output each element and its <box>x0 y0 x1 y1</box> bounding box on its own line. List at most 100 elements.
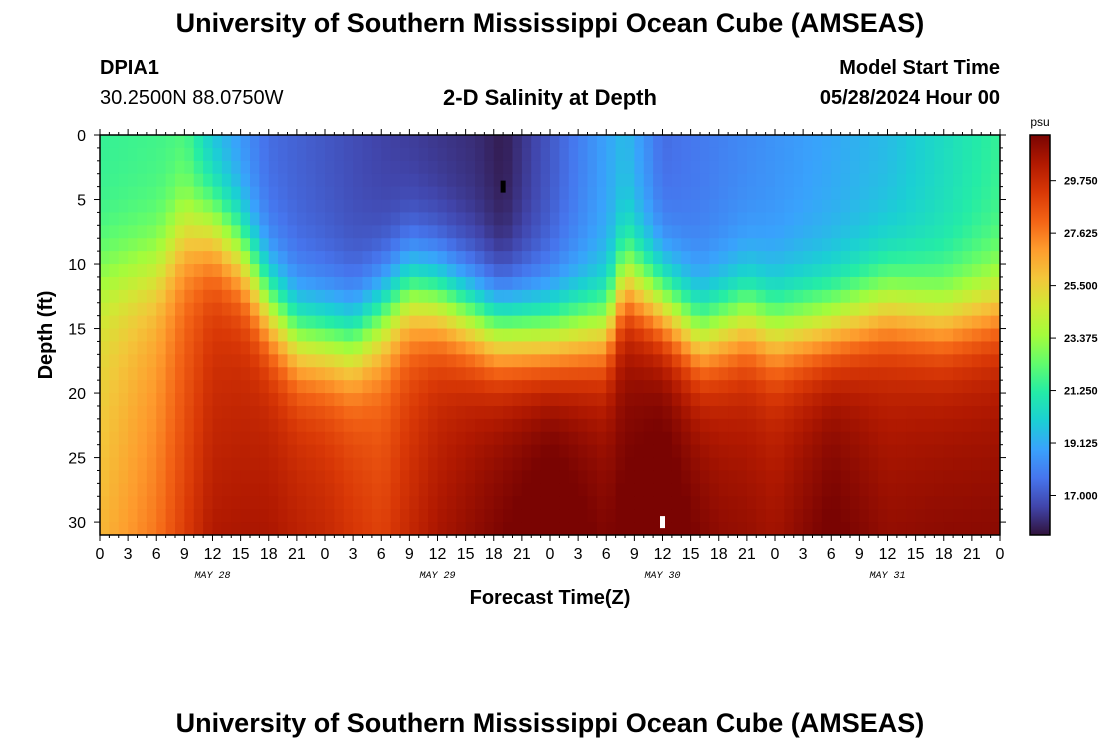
heatmap-cell <box>550 457 560 472</box>
heatmap-cell <box>606 315 617 330</box>
heatmap-cell <box>165 393 176 407</box>
heatmap-cell <box>137 393 148 407</box>
heatmap-cell <box>568 160 579 175</box>
heatmap-cell <box>887 289 898 304</box>
heatmap-cell <box>334 341 345 355</box>
heatmap-cell <box>990 173 1000 188</box>
heatmap-cell <box>625 225 635 239</box>
heatmap-cell <box>203 483 214 497</box>
heatmap-cell <box>212 289 223 304</box>
heatmap-cell <box>793 431 804 446</box>
heatmap-cell <box>690 173 701 188</box>
heatmap-cell <box>643 431 654 446</box>
heatmap-cell <box>831 367 842 381</box>
heatmap-cell <box>587 496 598 510</box>
heatmap-cell <box>512 251 523 265</box>
heatmap-cell <box>353 418 364 433</box>
heatmap-cell <box>212 328 223 343</box>
heatmap-cell <box>990 225 1000 239</box>
heatmap-cell <box>981 341 992 355</box>
heatmap-cell <box>184 470 195 484</box>
heatmap-cell <box>521 393 532 407</box>
heatmap-cell <box>962 225 973 239</box>
heatmap-cell <box>915 186 926 201</box>
heatmap-cell <box>446 457 457 472</box>
heatmap-cell <box>962 431 973 446</box>
heatmap-cell <box>334 405 345 420</box>
heatmap-cell <box>437 147 448 162</box>
heatmap-cell <box>878 470 889 484</box>
heatmap-cell <box>296 470 307 484</box>
heatmap-cell <box>146 341 157 355</box>
heatmap-cell <box>146 199 157 214</box>
heatmap-cell <box>409 405 420 420</box>
heatmap-cell <box>971 367 982 381</box>
heatmap-cell <box>465 173 476 188</box>
heatmap-cell <box>268 160 279 175</box>
heatmap-cell <box>146 405 157 420</box>
heatmap-cell <box>831 483 842 497</box>
heatmap-cell <box>484 160 495 175</box>
heatmap-cell <box>634 289 645 304</box>
heatmap-cell <box>578 509 589 523</box>
heatmap-cell <box>334 380 345 394</box>
heatmap-cell <box>850 289 860 304</box>
heatmap-cell <box>868 509 879 523</box>
heatmap-cell <box>231 315 242 330</box>
heatmap-cell <box>671 522 682 535</box>
heatmap-cell <box>953 199 964 214</box>
heatmap-cell <box>456 393 467 407</box>
heatmap-cell <box>550 160 560 175</box>
heatmap-cell <box>128 509 139 523</box>
heatmap-cell <box>418 212 429 226</box>
heatmap-cell <box>325 367 335 381</box>
heatmap-cell <box>484 405 495 420</box>
heatmap-cell <box>606 135 617 149</box>
heatmap-cell <box>803 238 814 252</box>
heatmap-cell <box>934 367 945 381</box>
heatmap-cell <box>315 444 326 459</box>
heatmap-cell <box>653 328 664 343</box>
heatmap-cell <box>390 470 401 484</box>
heatmap-cell <box>118 405 129 420</box>
heatmap-cell <box>981 212 992 226</box>
heatmap-cell <box>175 186 185 201</box>
heatmap-cell <box>896 341 907 355</box>
heatmap-cell <box>793 251 804 265</box>
heatmap-cell <box>943 302 954 317</box>
heatmap-cell <box>156 496 167 510</box>
heatmap-cell <box>221 354 232 368</box>
heatmap-cell <box>437 212 448 226</box>
heatmap-cell <box>981 225 992 239</box>
y-tick-label: 20 <box>68 386 86 403</box>
heatmap-cell <box>765 276 776 291</box>
heatmap-cell <box>756 238 767 252</box>
heatmap-cell <box>250 276 260 291</box>
heatmap-cell <box>746 393 757 407</box>
heatmap-cell <box>925 393 935 407</box>
heatmap-cell <box>221 380 232 394</box>
heatmap-cell <box>906 212 917 226</box>
heatmap-cell <box>878 341 889 355</box>
heatmap-cell <box>887 418 898 433</box>
x-tick-label: 15 <box>457 546 475 563</box>
heatmap-cell <box>540 186 551 201</box>
heatmap-cell <box>362 431 373 446</box>
heatmap-cell <box>287 457 298 472</box>
heatmap-cell <box>296 212 307 226</box>
x-tick-label: 15 <box>907 546 925 563</box>
heatmap-cell <box>915 251 926 265</box>
heatmap-cell <box>971 238 982 252</box>
heatmap-cell <box>831 264 842 278</box>
heatmap-cell <box>381 147 392 162</box>
heatmap-cell <box>690 135 701 149</box>
heatmap-cell <box>343 444 354 459</box>
heatmap-cell <box>578 328 589 343</box>
heatmap-cell <box>287 276 298 291</box>
heatmap-cell <box>203 186 214 201</box>
heatmap-cell <box>653 147 664 162</box>
heatmap-cell <box>793 199 804 214</box>
heatmap-cell <box>428 199 439 214</box>
heatmap-cell <box>887 341 898 355</box>
heatmap-cell <box>671 199 682 214</box>
